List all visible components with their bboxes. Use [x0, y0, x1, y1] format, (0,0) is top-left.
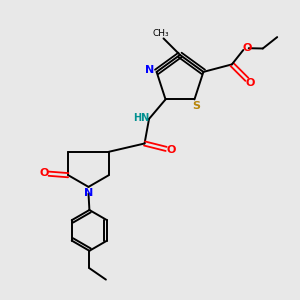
Text: N: N	[146, 65, 154, 75]
Text: O: O	[166, 146, 176, 155]
Text: O: O	[243, 43, 252, 52]
Text: N: N	[84, 188, 93, 199]
Text: CH₃: CH₃	[153, 29, 169, 38]
Text: O: O	[246, 78, 255, 88]
Text: HN: HN	[133, 113, 149, 123]
Text: O: O	[39, 168, 49, 178]
Text: S: S	[192, 101, 200, 111]
